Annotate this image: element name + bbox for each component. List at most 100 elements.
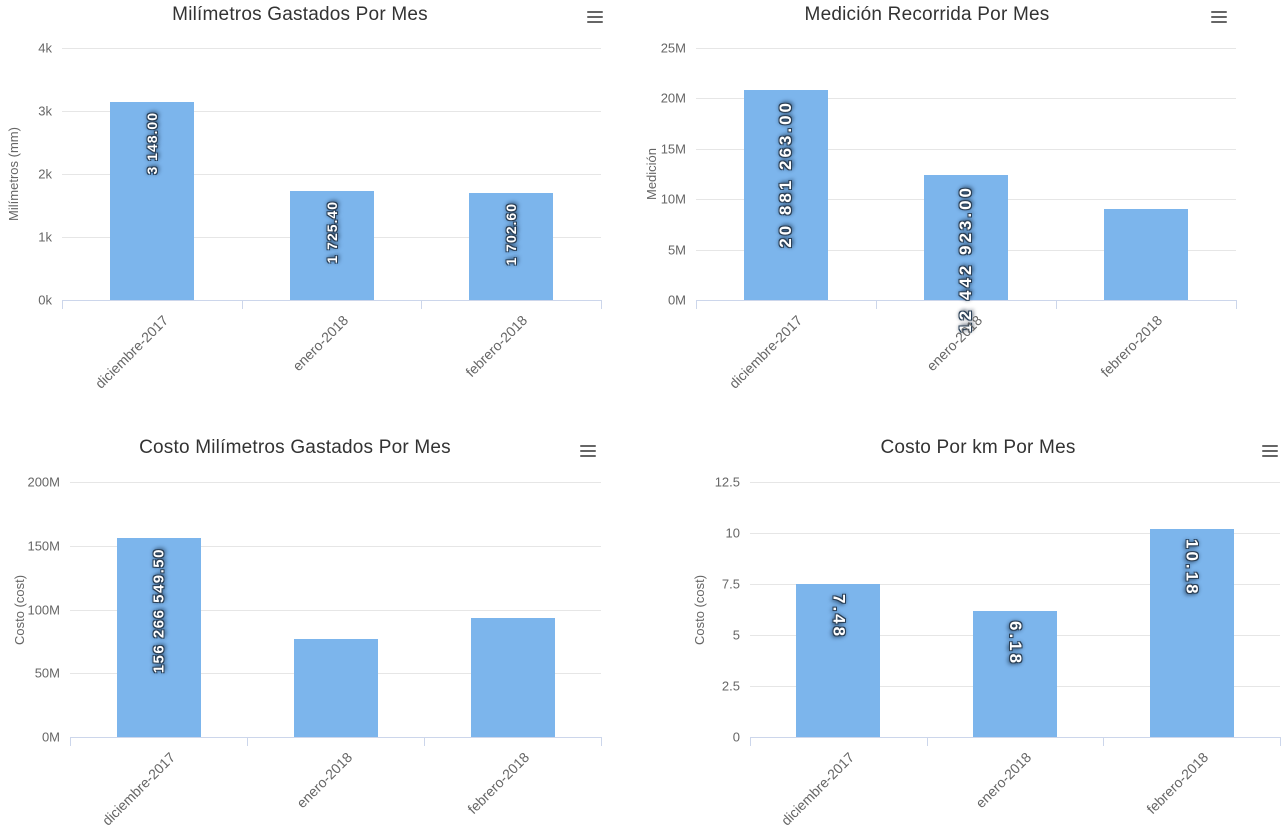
gridline xyxy=(750,584,1280,585)
y-tick-label: 15M xyxy=(660,141,686,157)
chart-card-milimetros-gastados: Milímetros Gastados Por Mes Milímetros (… xyxy=(0,0,644,418)
y-tick-label: 7.5 xyxy=(721,576,740,592)
plot-area: 0M 5M 10M 15M 20M 25M 20 881 263.00 diciembre-2… xyxy=(644,0,1288,418)
y-tick-label: 100M xyxy=(27,602,60,617)
bar-value-label: 20 881 263.00 xyxy=(776,100,795,248)
bar-value-label: 6.18 xyxy=(1006,621,1025,667)
y-tick-label: 1k xyxy=(38,229,52,245)
chart-card-medicion-recorrida: Medición Recorrida Por Mes Medición 0M 5M… xyxy=(644,0,1288,418)
bar-enero-2018[interactable]: 12 442 923.00 xyxy=(924,175,1008,333)
gridline xyxy=(750,482,1280,483)
plot-area: 0 2.5 5 7.5 10 12.5 7.48 diciembre-2017 6.18 ener… xyxy=(644,418,1288,836)
bar-enero-2018[interactable]: 6.18 xyxy=(973,611,1057,737)
bar-value-label: 1 702.60 xyxy=(503,203,520,266)
hamburger-menu-icon xyxy=(1262,444,1278,457)
chart-title: Medición Recorrida Por Mes xyxy=(804,4,1050,25)
x-category-label: febrero-2018 xyxy=(1097,312,1166,381)
gridline xyxy=(62,174,601,175)
bar-febrero-2018[interactable]: 10.18 xyxy=(1149,529,1234,737)
y-tick-label: 50M xyxy=(34,665,60,681)
x-axis-tick xyxy=(876,301,877,309)
hamburger-menu-icon xyxy=(1211,10,1227,23)
y-tick-label: 5M xyxy=(667,242,686,258)
gridline xyxy=(70,609,601,611)
bar-diciembre-2017[interactable]: 7.48 xyxy=(796,584,881,737)
x-axis-line xyxy=(62,300,602,301)
y-tick-label: 3k xyxy=(38,103,52,119)
x-category-label: febrero-2018 xyxy=(462,312,531,381)
y-tick-label: 150M xyxy=(27,538,60,554)
bar-diciembre-2017[interactable]: 20 881 263.00 xyxy=(744,90,828,300)
x-category-label: enero-2018 xyxy=(288,312,351,374)
x-category-label: febrero-2018 xyxy=(1142,749,1211,818)
x-axis-tick xyxy=(750,738,751,746)
x-axis-line xyxy=(750,737,1281,738)
export-menu-button[interactable] xyxy=(1258,442,1282,462)
y-tick-label: 10 xyxy=(725,525,740,541)
chart-title: Milímetros Gastados Por Mes xyxy=(172,4,428,25)
x-category-label: diciembre-2017 xyxy=(778,749,858,829)
bar-value-label: 1 725.40 xyxy=(323,201,340,264)
x-axis-tick xyxy=(1280,738,1281,746)
bar-diciembre-2017[interactable]: 3 148.00 xyxy=(109,102,194,300)
bar-value-label: 3 148.00 xyxy=(143,112,160,175)
bar-febrero-2018[interactable]: 1 702.60 xyxy=(469,193,554,300)
plot-area: 0k 1k 2k 3k 4k 3 148.00 diciembre-2017 1 725.40… xyxy=(0,0,644,418)
y-tick-label: 0M xyxy=(667,292,686,308)
bar-value-label: 156 266 549.50 xyxy=(150,548,167,674)
bar-febrero-2018[interactable] xyxy=(1104,209,1188,300)
x-axis-tick xyxy=(1103,738,1105,746)
y-tick-label: 200M xyxy=(27,474,60,490)
hamburger-menu-icon xyxy=(587,10,603,23)
y-tick-label: 0 xyxy=(732,729,740,745)
y-tick-label: 20M xyxy=(660,90,686,106)
chart-card-costo-por-km: Costo Por km Por Mes Costo (cost) 0 2.5 5 7… xyxy=(644,418,1288,836)
x-category-label: diciembre-2017 xyxy=(98,749,178,829)
x-category-label: enero-2018 xyxy=(923,312,986,374)
bar-value-label: 10.18 xyxy=(1182,539,1202,597)
y-tick-label: 2.5 xyxy=(721,678,740,694)
export-menu-button[interactable] xyxy=(583,8,607,28)
chart-title: Costo Milímetros Gastados Por Mes xyxy=(139,437,451,458)
x-axis-tick xyxy=(601,301,602,309)
x-axis-tick xyxy=(1056,301,1057,309)
gridline xyxy=(696,148,1236,150)
y-tick-label: 0M xyxy=(41,729,60,745)
gridline xyxy=(70,545,601,547)
x-axis-tick xyxy=(70,738,71,746)
gridline xyxy=(696,48,1236,49)
x-axis-tick xyxy=(62,301,63,309)
x-axis-tick xyxy=(926,738,928,746)
y-tick-label: 25M xyxy=(660,40,686,56)
gridline xyxy=(62,48,601,49)
y-tick-label: 12.5 xyxy=(714,474,740,490)
bar-enero-2018[interactable]: 1 725.40 xyxy=(289,191,374,300)
gridline xyxy=(750,533,1280,534)
x-axis-tick xyxy=(1236,301,1237,309)
gridline xyxy=(696,98,1236,100)
bar-value-label: 12 442 923.00 xyxy=(956,185,975,333)
bar-enero-2018[interactable] xyxy=(293,639,378,737)
x-axis-tick xyxy=(421,301,423,309)
export-menu-button[interactable] xyxy=(576,442,600,462)
hamburger-menu-icon xyxy=(580,444,596,457)
bar-febrero-2018[interactable] xyxy=(470,618,555,737)
y-tick-label: 5 xyxy=(732,627,740,643)
x-axis-tick xyxy=(601,738,602,746)
x-axis-tick xyxy=(696,301,697,309)
x-category-label: enero-2018 xyxy=(972,749,1035,811)
bar-diciembre-2017[interactable]: 156 266 549.50 xyxy=(116,538,201,737)
gridline xyxy=(70,482,601,483)
x-axis-tick xyxy=(424,738,425,746)
x-axis-line xyxy=(70,737,602,738)
y-tick-label: 2k xyxy=(38,166,52,182)
plot-area: 0M 50M 100M 150M 200M 156 266 549.50 diciembre… xyxy=(0,418,644,836)
chart-card-costo-milimetros: Costo Milímetros Gastados Por Mes Costo … xyxy=(0,418,644,836)
bar-value-label: 7.48 xyxy=(829,594,849,640)
y-tick-label: 4k xyxy=(38,40,52,56)
x-category-label: enero-2018 xyxy=(292,749,355,811)
x-axis-tick xyxy=(247,738,248,746)
x-category-label: febrero-2018 xyxy=(463,749,532,818)
export-menu-button[interactable] xyxy=(1207,8,1231,28)
gridline xyxy=(62,111,601,112)
